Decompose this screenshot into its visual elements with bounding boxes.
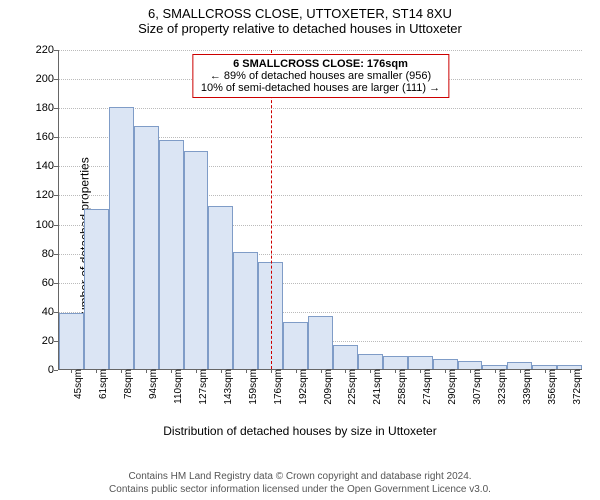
histogram-bar — [184, 151, 209, 370]
bar-slot: 323sqm — [482, 50, 507, 369]
y-tick-label: 120 — [34, 189, 54, 201]
y-tick-label: 80 — [34, 248, 54, 260]
histogram-bar — [283, 322, 308, 369]
x-tick-label: 339sqm — [516, 369, 533, 405]
x-tick-label: 159sqm — [242, 369, 259, 405]
x-tick-label: 45sqm — [67, 369, 84, 399]
histogram-bar — [408, 356, 433, 369]
x-tick-label: 290sqm — [441, 369, 458, 405]
x-tick-label: 176sqm — [267, 369, 284, 405]
chart-container: Number of detached properties 0204060801… — [0, 40, 600, 440]
histogram-bar — [208, 206, 233, 369]
x-tick-label: 225sqm — [341, 369, 358, 405]
x-tick-label: 241sqm — [366, 369, 383, 405]
histogram-bar — [59, 313, 84, 369]
x-tick-label: 110sqm — [167, 369, 184, 404]
x-tick-label: 356sqm — [541, 369, 558, 405]
y-tick-label: 140 — [34, 160, 54, 172]
y-tick-label: 180 — [34, 102, 54, 114]
y-tick-label: 200 — [34, 73, 54, 85]
y-tick-label: 100 — [34, 219, 54, 231]
histogram-bar — [383, 356, 408, 369]
histogram-bar — [308, 316, 333, 369]
annotation-line1: 6 SMALLCROSS CLOSE: 176sqm — [201, 58, 440, 70]
bar-slot: 94sqm — [134, 50, 159, 369]
chart-title-description: Size of property relative to detached ho… — [0, 21, 600, 40]
footer-line1: Contains HM Land Registry data © Crown c… — [0, 470, 600, 483]
bar-slot: 339sqm — [507, 50, 532, 369]
y-tick-label: 160 — [34, 131, 54, 143]
bar-slot: 372sqm — [557, 50, 582, 369]
x-tick-label: 209sqm — [317, 369, 334, 405]
x-tick-label: 61sqm — [92, 369, 109, 399]
y-tick-mark — [54, 370, 58, 371]
y-tick-label: 0 — [34, 364, 54, 376]
footer-line2: Contains public sector information licen… — [0, 483, 600, 496]
histogram-bar — [333, 345, 358, 369]
x-tick-label: 258sqm — [391, 369, 408, 405]
y-tick-label: 220 — [34, 44, 54, 56]
footer-attribution: Contains HM Land Registry data © Crown c… — [0, 470, 600, 496]
x-tick-label: 94sqm — [142, 369, 159, 399]
x-tick-label: 78sqm — [117, 369, 134, 399]
x-tick-label: 274sqm — [416, 369, 433, 405]
x-tick-label: 143sqm — [217, 369, 234, 405]
histogram-bar — [233, 252, 258, 369]
histogram-bar — [134, 126, 159, 369]
x-axis-label: Distribution of detached houses by size … — [0, 424, 600, 438]
bar-slot: 78sqm — [109, 50, 134, 369]
bar-slot: 45sqm — [59, 50, 84, 369]
y-tick-label: 40 — [34, 306, 54, 318]
y-tick-label: 60 — [34, 277, 54, 289]
bar-slot: 61sqm — [84, 50, 109, 369]
chart-title-address: 6, SMALLCROSS CLOSE, UTTOXETER, ST14 8XU — [0, 0, 600, 21]
bar-slot: 307sqm — [458, 50, 483, 369]
x-tick-label: 323sqm — [491, 369, 508, 405]
y-tick-label: 20 — [34, 335, 54, 347]
annotation-line3: 10% of semi-detached houses are larger (… — [201, 82, 440, 94]
x-tick-label: 127sqm — [192, 369, 209, 405]
x-tick-label: 307sqm — [466, 369, 483, 405]
x-tick-label: 192sqm — [292, 369, 309, 405]
plot-area: 45sqm61sqm78sqm94sqm110sqm127sqm143sqm15… — [58, 50, 582, 370]
histogram-bar — [84, 209, 109, 370]
histogram-bar — [433, 359, 458, 369]
histogram-bar — [358, 354, 383, 370]
histogram-bar — [458, 361, 483, 369]
annotation-box: 6 SMALLCROSS CLOSE: 176sqm ← 89% of deta… — [192, 54, 449, 98]
bar-slot: 110sqm — [159, 50, 184, 369]
annotation-line2: ← 89% of detached houses are smaller (95… — [201, 70, 440, 82]
histogram-bar — [109, 107, 134, 369]
histogram-bar — [159, 140, 184, 369]
x-tick-label: 372sqm — [566, 369, 583, 405]
histogram-bar — [507, 362, 532, 369]
bar-slot: 356sqm — [532, 50, 557, 369]
